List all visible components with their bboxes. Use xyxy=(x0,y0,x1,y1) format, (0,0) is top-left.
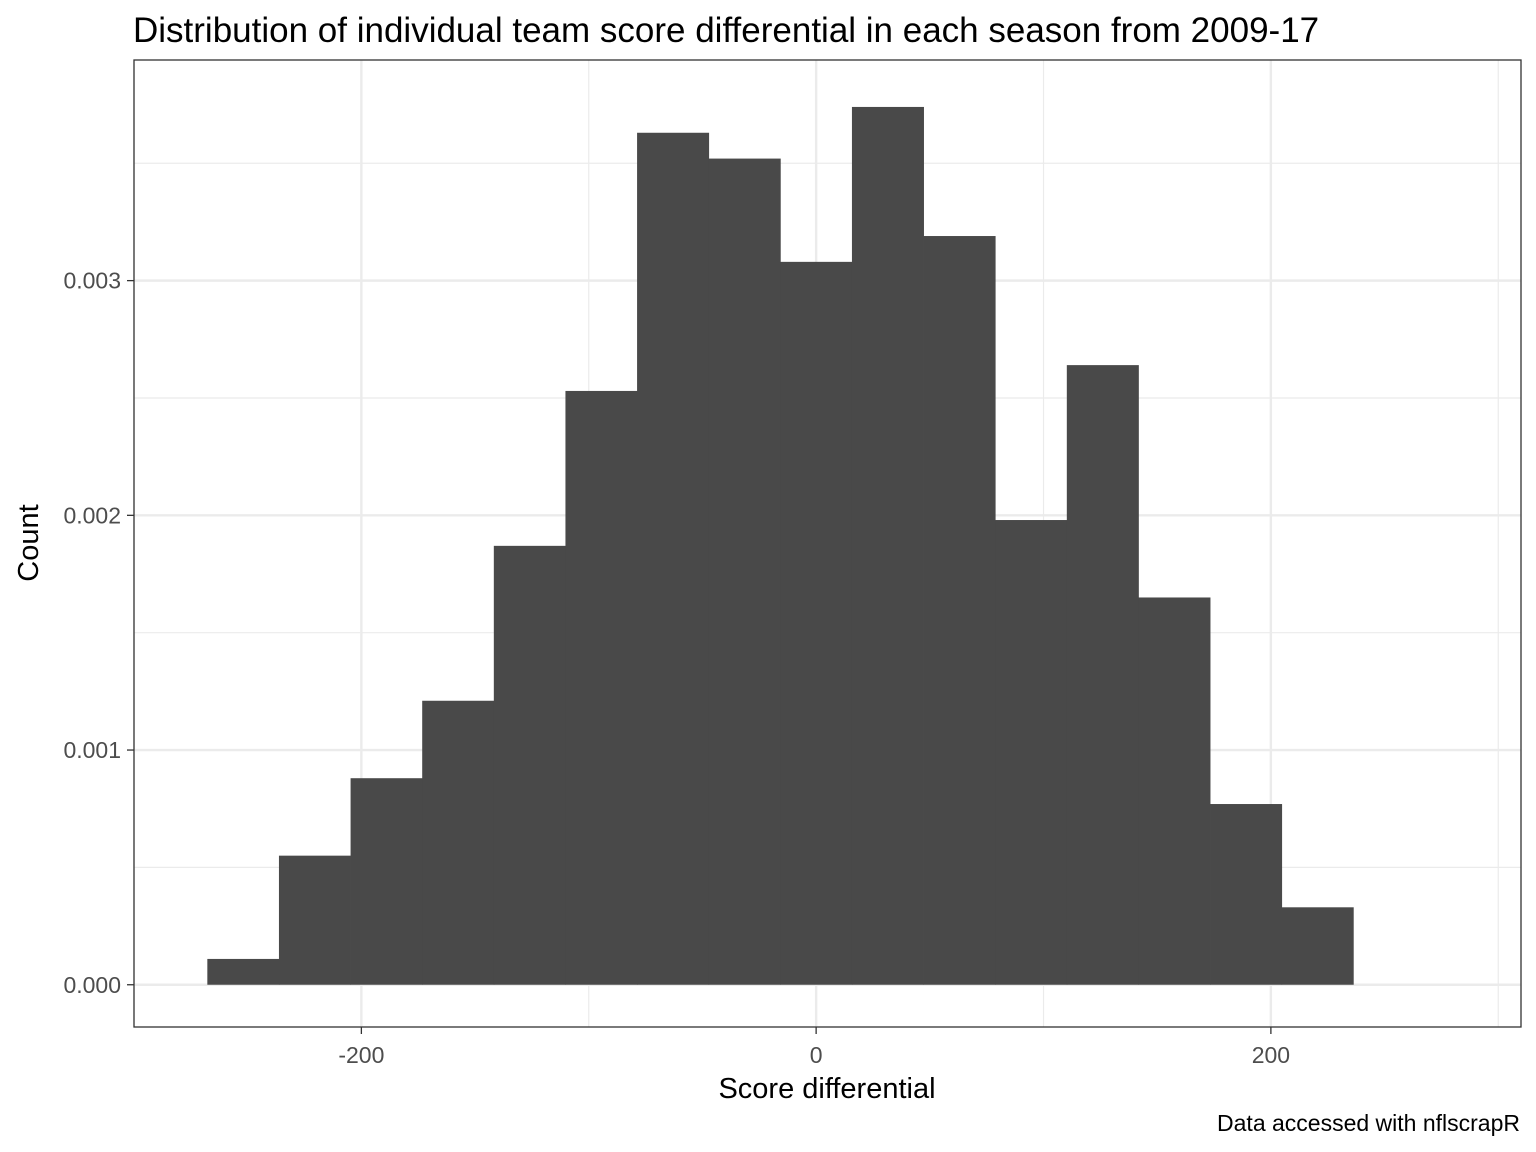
chart-caption: Data accessed with nflscrapR xyxy=(1217,1110,1520,1136)
histogram-bar xyxy=(1281,907,1354,985)
histogram-bar xyxy=(278,855,351,985)
histogram-bar xyxy=(637,132,710,985)
y-axis-title: Count xyxy=(13,504,45,581)
histogram-bars xyxy=(207,106,1354,985)
histogram-bar xyxy=(565,390,638,985)
y-tick-label: 0.000 xyxy=(63,972,121,998)
y-axis: 0.000 0.001 0.002 0.003 xyxy=(63,268,134,998)
x-tick-label: 200 xyxy=(1252,1042,1290,1068)
histogram-bar xyxy=(207,958,280,985)
histogram-bar xyxy=(422,700,495,985)
x-tick-label: -200 xyxy=(338,1042,384,1068)
x-tick-label: 0 xyxy=(810,1042,823,1068)
histogram-bar xyxy=(995,520,1068,985)
histogram-bar xyxy=(923,236,996,985)
x-axis: -200 0 200 xyxy=(338,1027,1290,1068)
histogram-bar xyxy=(851,106,924,985)
histogram-bar xyxy=(1066,365,1139,985)
histogram-bar xyxy=(350,778,423,985)
histogram-bar xyxy=(708,158,781,985)
histogram-bar xyxy=(1210,804,1283,985)
chart-title: Distribution of individual team score di… xyxy=(133,11,1319,50)
histogram-bar xyxy=(780,261,853,985)
histogram-bar xyxy=(1138,597,1211,985)
x-axis-title: Score differential xyxy=(718,1073,935,1105)
y-tick-label: 0.002 xyxy=(63,502,121,528)
y-tick-label: 0.001 xyxy=(63,737,121,763)
histogram-bar xyxy=(493,545,566,985)
y-tick-label: 0.003 xyxy=(63,268,121,294)
plot-panel-border xyxy=(133,59,1522,1028)
